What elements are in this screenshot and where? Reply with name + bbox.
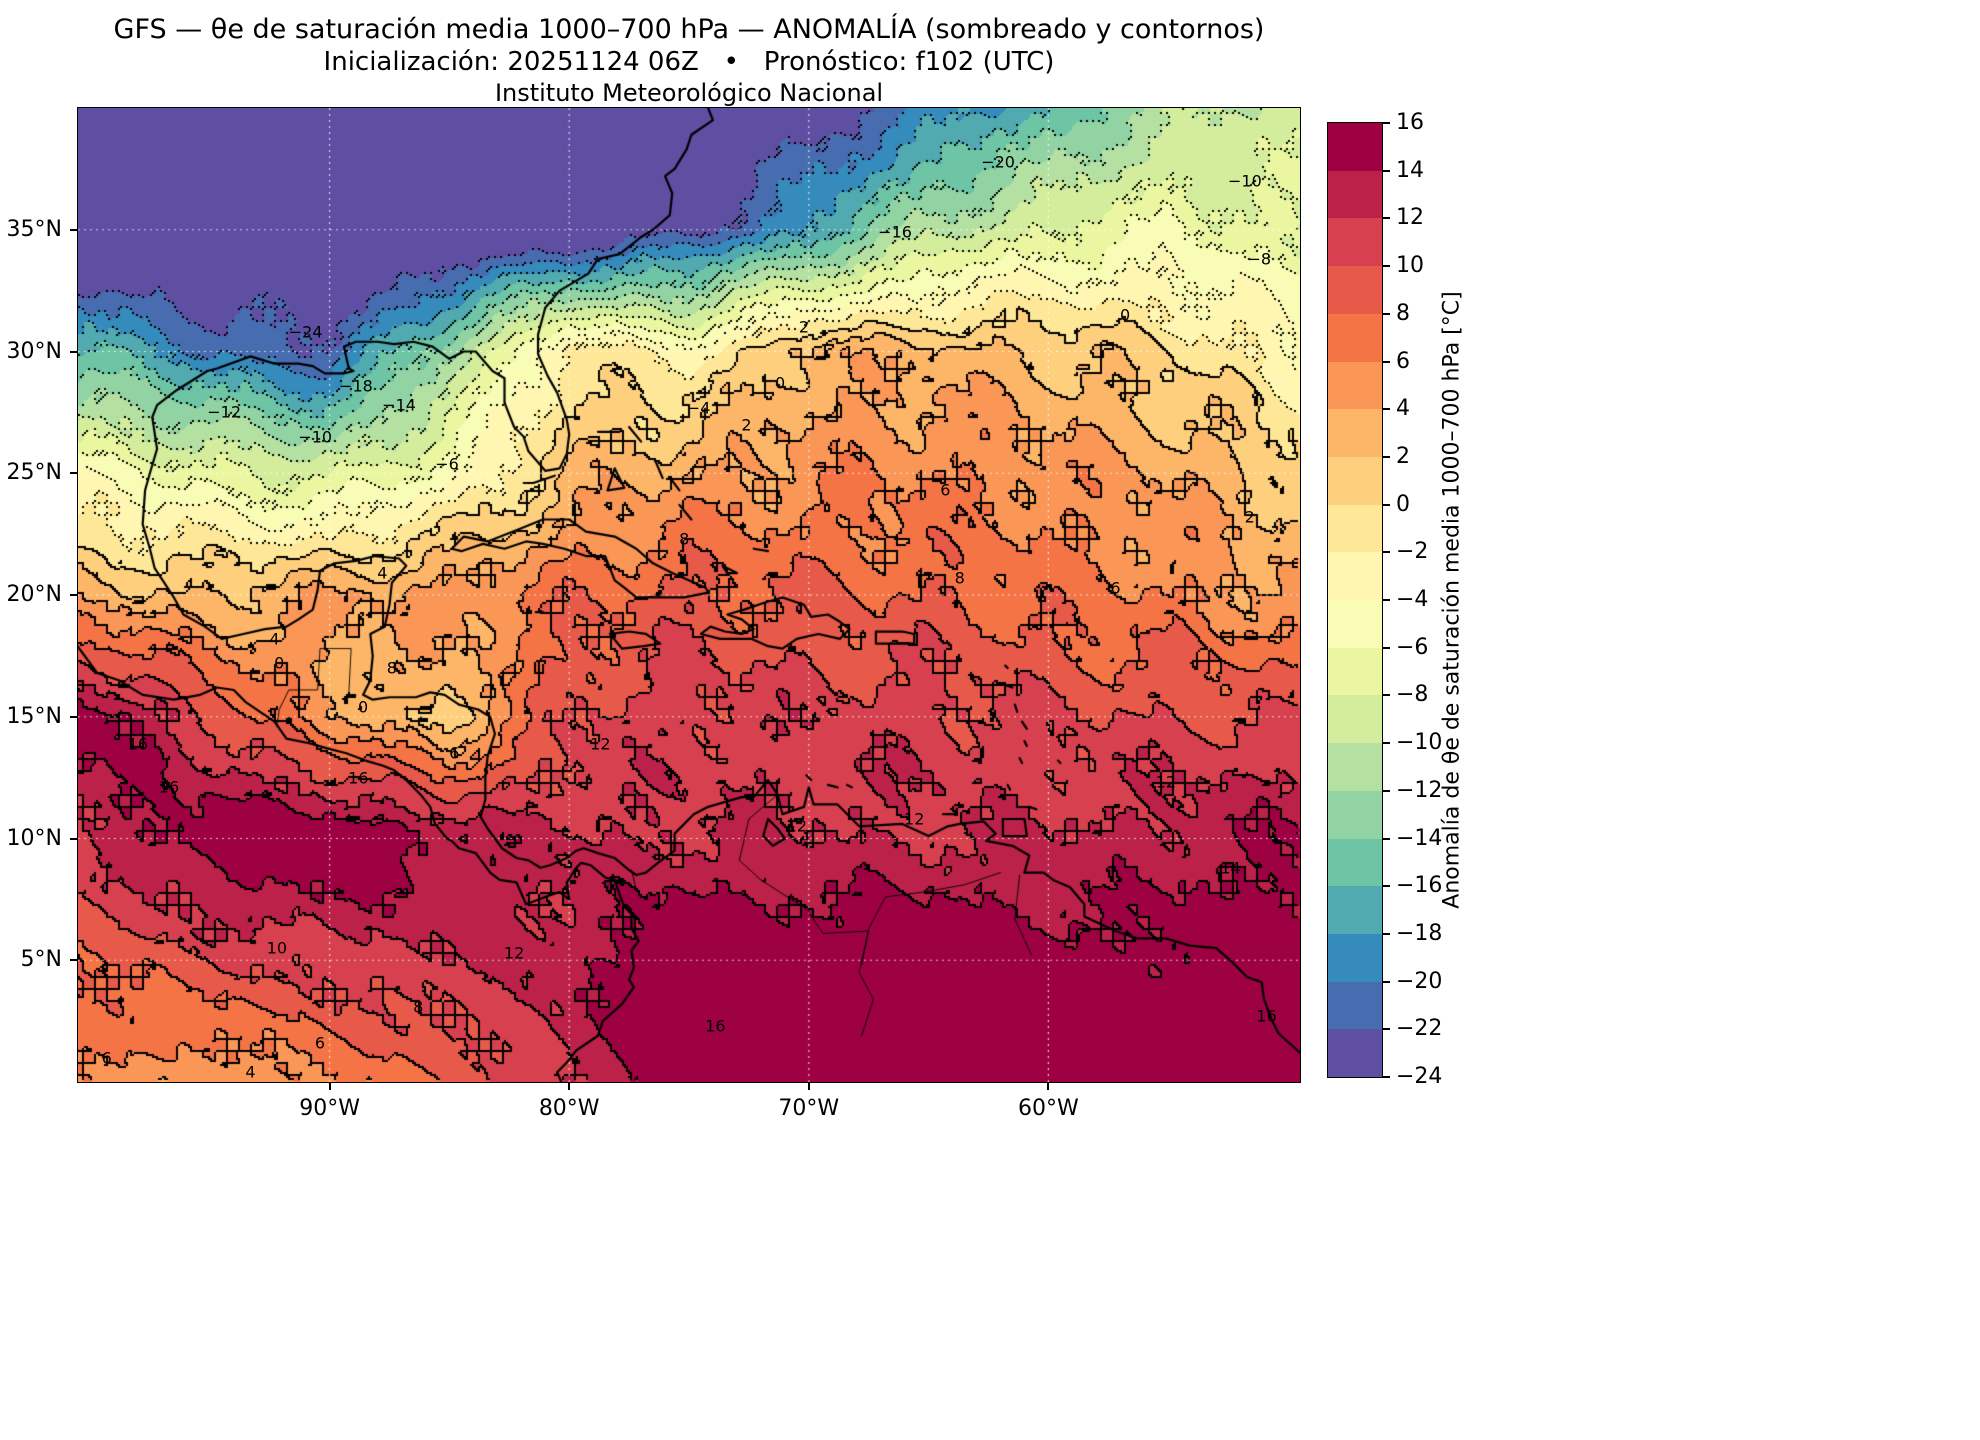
- lat-tick-label: 35°N: [6, 216, 62, 242]
- colorbar-tick-mark: [1382, 551, 1390, 554]
- lat-tick-label: 10°N: [6, 825, 62, 851]
- lat-tick-mark: [70, 837, 78, 840]
- colorbar-tick-mark: [1382, 122, 1390, 124]
- colorbar-segment: [1328, 123, 1382, 171]
- colorbar-tick-label: −14: [1396, 825, 1443, 851]
- lon-tick-label: 80°W: [538, 1096, 600, 1121]
- colorbar-tick-label: −22: [1396, 1016, 1443, 1042]
- lon-tick-mark: [568, 1082, 571, 1090]
- colorbar-segment: [1328, 456, 1382, 505]
- chart-subtitle-institution: Instituto Meteorológico Nacional: [494, 78, 884, 107]
- colorbar-tick-label: −8: [1396, 682, 1429, 708]
- lat-tick-mark: [70, 350, 78, 353]
- colorbar-axis-label: Anomalía de θe de saturación media 1000–…: [1439, 291, 1465, 909]
- anomaly-map-canvas: [78, 108, 1300, 1082]
- lat-tick-label: 20°N: [6, 582, 62, 607]
- colorbar-tick-mark: [1382, 217, 1390, 220]
- colorbar-tick-mark: [1382, 646, 1390, 649]
- lat-tick-label: 30°N: [6, 338, 62, 364]
- colorbar-tick-mark: [1382, 694, 1390, 697]
- lat-tick-label: 15°N: [6, 703, 62, 729]
- colorbar-tick-mark: [1382, 1076, 1390, 1078]
- colorbar-segment: [1328, 790, 1382, 839]
- colorbar-tick-mark: [1382, 503, 1390, 506]
- colorbar-segment: [1328, 743, 1382, 791]
- longitude-axis: 90°W 80°W 70°W 60°W: [78, 1082, 1300, 1137]
- lon-tick-mark: [328, 1082, 331, 1090]
- map-plot: −24 −18 −14 −12 −10 −6 −16 −20 −10 −8 0 2 0 −4 2 6 8 8 6 2 4…: [77, 107, 1301, 1083]
- colorbar-tick-label: 6: [1396, 348, 1410, 374]
- lat-tick-mark: [70, 959, 78, 962]
- colorbar-segment: [1328, 600, 1382, 648]
- colorbar-tick-label: 4: [1396, 396, 1410, 422]
- latitude-axis: 35°N 30°N 25°N 20°N 15°N 10°N 5°N: [0, 108, 78, 1082]
- colorbar-tick-mark: [1382, 932, 1390, 935]
- colorbar-segment: [1328, 552, 1382, 600]
- colorbar-tick-label: 2: [1396, 443, 1410, 469]
- colorbar-segment: [1328, 266, 1382, 314]
- colorbar-tick-label: 10: [1396, 253, 1424, 279]
- colorbar-tick-label: −16: [1396, 873, 1443, 899]
- colorbar-segment: [1328, 504, 1382, 553]
- colorbar: [1327, 122, 1383, 1078]
- colorbar-segment: [1328, 361, 1382, 410]
- colorbar-ticks: 16 14 12 10 8 6 4 2 0 −2 −4 −6 −8 −10 −12 −14 −16 −18 −20 −…: [1382, 110, 1482, 1089]
- lon-tick-mark: [807, 1082, 810, 1090]
- colorbar-tick-mark: [1382, 169, 1390, 172]
- chart-subtitle-run: Inicialización: 20251124 06Z • Pronóstic…: [323, 46, 1055, 77]
- colorbar-segments: [1328, 123, 1382, 1077]
- lat-tick-label: 5°N: [20, 947, 62, 973]
- colorbar-tick-label: 0: [1396, 491, 1410, 517]
- colorbar-segment: [1328, 409, 1382, 457]
- colorbar-tick-mark: [1382, 1028, 1390, 1031]
- colorbar-tick-label: −10: [1396, 730, 1443, 756]
- lat-tick-mark: [70, 715, 78, 718]
- colorbar-tick-label: −18: [1396, 920, 1443, 946]
- colorbar-tick-label: −4: [1396, 587, 1429, 612]
- colorbar-tick-label: −12: [1396, 777, 1443, 803]
- colorbar-segment: [1328, 838, 1382, 887]
- colorbar-tick-mark: [1382, 742, 1390, 745]
- colorbar-tick-label: −6: [1396, 634, 1429, 660]
- colorbar-tick-mark: [1382, 599, 1390, 601]
- lat-tick-mark: [70, 228, 78, 231]
- colorbar-tick-label: 8: [1396, 300, 1410, 326]
- colorbar-tick-mark: [1382, 837, 1390, 840]
- lat-tick-label: 25°N: [6, 460, 62, 486]
- colorbar-segment: [1328, 218, 1382, 267]
- colorbar-tick-mark: [1382, 265, 1390, 268]
- chart-title: GFS — θe de saturación media 1000–700 hP…: [113, 14, 1265, 45]
- lon-tick-mark: [1047, 1082, 1050, 1090]
- colorbar-tick-mark: [1382, 312, 1390, 315]
- colorbar-tick-label: 16: [1396, 110, 1424, 135]
- colorbar-tick-mark: [1382, 789, 1390, 792]
- colorbar-segment: [1328, 981, 1382, 1030]
- colorbar-segment: [1328, 933, 1382, 982]
- colorbar-tick-label: 14: [1396, 157, 1424, 183]
- colorbar-segment: [1328, 313, 1382, 362]
- lon-tick-label: 60°W: [1018, 1096, 1079, 1121]
- colorbar-tick-label: 12: [1396, 205, 1424, 231]
- lat-tick-mark: [70, 472, 78, 475]
- lon-tick-label: 90°W: [299, 1096, 360, 1121]
- colorbar-segment: [1328, 886, 1382, 934]
- colorbar-segment: [1328, 1029, 1382, 1077]
- lat-tick-mark: [70, 594, 78, 596]
- colorbar-tick-label: −20: [1396, 968, 1443, 994]
- colorbar-tick-mark: [1382, 408, 1390, 411]
- colorbar-tick-mark: [1382, 455, 1390, 458]
- colorbar-tick-mark: [1382, 360, 1390, 363]
- colorbar-tick-mark: [1382, 980, 1390, 983]
- lon-tick-label: 70°W: [778, 1096, 840, 1121]
- colorbar-tick-label: −2: [1396, 539, 1429, 565]
- title-block: GFS — θe de saturación media 1000–700 hP…: [78, 14, 1300, 108]
- colorbar-segment: [1328, 695, 1382, 744]
- colorbar-segment: [1328, 647, 1382, 696]
- colorbar-tick-mark: [1382, 885, 1390, 888]
- colorbar-segment: [1328, 170, 1382, 219]
- colorbar-tick-label: −24: [1396, 1064, 1443, 1089]
